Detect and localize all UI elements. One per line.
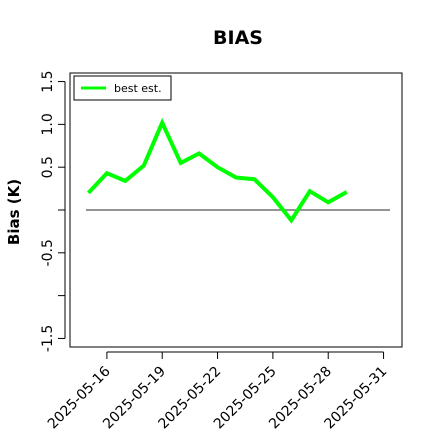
y-tick-label: -0.5 <box>40 239 56 266</box>
y-axis-label: Bias (K) <box>5 179 23 245</box>
y-axis: -1.5 -0.5 0.5 1.0 1.5 <box>40 70 66 352</box>
y-tick-label: 1.0 <box>40 113 56 135</box>
legend-box <box>73 75 172 101</box>
legend-label-best-est: best est. <box>114 82 162 95</box>
plot-area-frame <box>69 72 403 348</box>
y-tick-label: 0.5 <box>40 156 56 178</box>
y-tick-label: 1.5 <box>40 70 56 92</box>
series-layer <box>86 117 348 224</box>
chart-title: BIAS <box>213 27 263 49</box>
y-tick-label: -1.5 <box>40 325 56 352</box>
x-axis: 2025-05-162025-05-192025-05-222025-05-25… <box>45 351 390 432</box>
series-line-best-est <box>86 117 348 224</box>
legend: best est. <box>73 75 172 101</box>
